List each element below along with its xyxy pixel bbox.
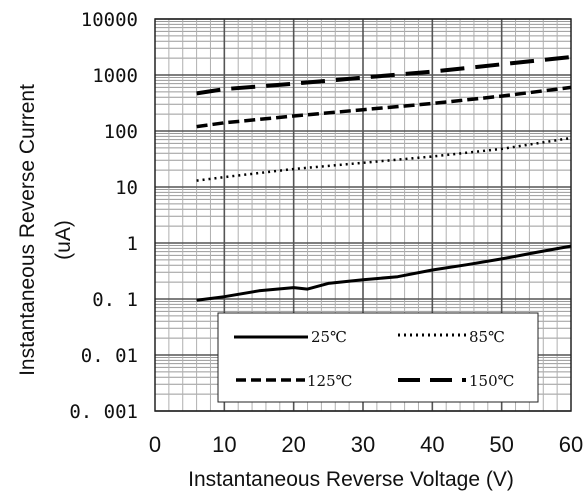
legend-label-25c: 25℃ [311, 328, 347, 346]
x-tick-label: 20 [281, 432, 305, 457]
y-tick-label: 0. 01 [81, 345, 138, 367]
y-tick-labels: 0. 001 0. 01 0. 1 1 10 100 1000 10000 [69, 9, 138, 423]
x-tick-label: 60 [559, 432, 583, 457]
y-axis-title: Instantaneous Reverse Current [16, 84, 39, 376]
legend: 25℃ 85℃ 125℃ 150℃ [217, 312, 539, 403]
series-line-0 [196, 244, 572, 302]
legend-label-150c: 150℃ [469, 372, 514, 390]
legend-label-85c: 85℃ [469, 328, 505, 346]
y-tick-label: 1 [127, 233, 138, 255]
y-tick-label: 0. 001 [69, 401, 138, 423]
x-tick-label: 30 [351, 432, 375, 457]
y-tick-label: 10000 [81, 9, 138, 31]
y-tick-label: 10 [115, 177, 138, 199]
y-tick-label: 1000 [92, 65, 138, 87]
plot-frame [154, 18, 572, 412]
legend-box [217, 312, 539, 403]
x-tick-labels: 0 10 20 30 40 50 60 [149, 432, 583, 457]
series-line-1 [196, 136, 572, 182]
y-axis-unit: (uA) [52, 220, 75, 260]
x-tick-label: 0 [149, 432, 161, 457]
x-tick-label: 40 [420, 432, 444, 457]
x-tick-label: 10 [212, 432, 236, 457]
x-axis-title: Instantaneous Reverse Voltage (V) [188, 468, 514, 491]
series-layer [196, 55, 572, 302]
x-tick-label: 50 [489, 432, 513, 457]
series-line-2 [196, 85, 572, 129]
y-tick-label: 0. 1 [92, 289, 138, 311]
legend-label-125c: 125℃ [307, 372, 352, 390]
y-tick-label: 100 [104, 121, 138, 143]
